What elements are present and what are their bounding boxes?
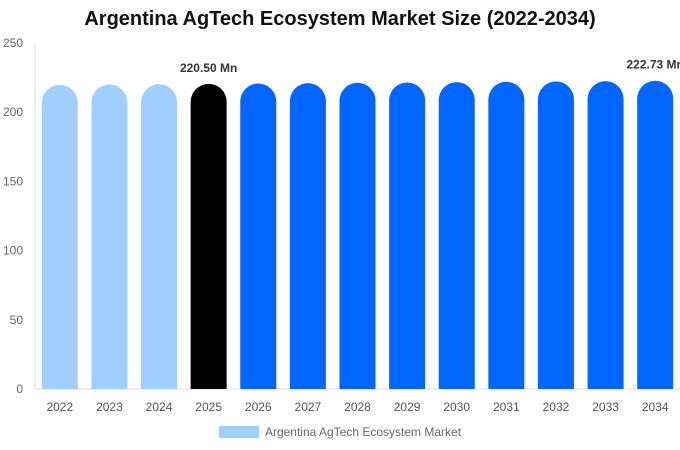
- bar-2033: [587, 81, 624, 389]
- bar-2030: [438, 82, 475, 389]
- bar-2029: [389, 82, 426, 390]
- x-tick-label: 2033: [592, 400, 619, 414]
- x-tick-label: 2022: [46, 400, 73, 414]
- y-tick-label: 250: [3, 36, 23, 50]
- x-tick-label: 2029: [394, 400, 421, 414]
- y-tick-label: 0: [16, 382, 23, 396]
- x-tick-label: 2026: [245, 400, 272, 414]
- data-label-2025: 220.50 Mn: [180, 61, 237, 75]
- y-tick-label: 100: [3, 244, 23, 258]
- x-tick-label: 2030: [443, 400, 470, 414]
- x-tick-label: 2032: [543, 400, 570, 414]
- data-label-2034: 222.73 Mn: [627, 58, 680, 72]
- x-tick-label: 2028: [344, 400, 371, 414]
- x-tick-label: 2025: [195, 400, 222, 414]
- y-tick-label: 50: [10, 313, 24, 327]
- bar-2034: [637, 80, 674, 390]
- legend: Argentina AgTech Ecosystem Market: [0, 425, 680, 439]
- x-tick-label: 2027: [295, 400, 322, 414]
- bar-2031: [488, 81, 525, 389]
- x-tick-label: 2034: [642, 400, 669, 414]
- bar-2032: [537, 81, 574, 389]
- x-tick-label: 2031: [493, 400, 520, 414]
- legend-swatch: [218, 426, 259, 438]
- bar-2028: [339, 82, 376, 390]
- bar-2026: [240, 83, 277, 390]
- bar-2024: [141, 84, 178, 389]
- x-tick-label: 2023: [96, 400, 123, 414]
- y-tick-label: 150: [3, 174, 23, 188]
- bar-2023: [91, 84, 128, 389]
- legend-label: Argentina AgTech Ecosystem Market: [264, 425, 462, 439]
- x-tick-label: 2024: [146, 400, 173, 414]
- bar-2027: [289, 83, 326, 390]
- bar-2025: [190, 83, 227, 389]
- chart-title: Argentina AgTech Ecosystem Market Size (…: [84, 8, 596, 30]
- bar-chart: 0 50 100 150 200 250 2022 2023 2024 2025 220.50 Mn…: [3, 36, 680, 414]
- y-tick-label: 200: [3, 105, 23, 119]
- bar-2022: [41, 84, 78, 389]
